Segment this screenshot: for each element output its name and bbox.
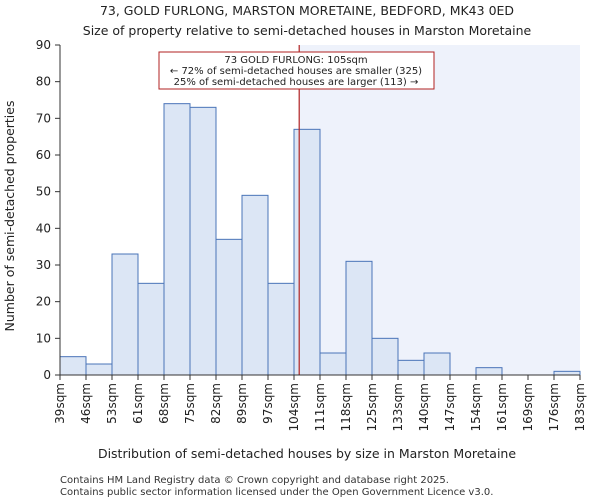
annotation-frame: [158, 51, 435, 90]
x-tick-label: 161sqm: [495, 383, 509, 431]
footer-line-2: Contains public sector information licen…: [60, 487, 493, 498]
y-tick-label: 70: [36, 111, 51, 125]
x-tick-label: 104sqm: [287, 383, 301, 431]
y-tick-label: 40: [36, 221, 51, 235]
y-tick-label: 90: [36, 38, 51, 52]
bar-133sqm: [397, 359, 425, 376]
chart-subtitle: Size of property relative to semi-detach…: [83, 23, 532, 38]
annotation-line-1: 73 GOLD FURLONG: 105sqm: [224, 55, 367, 66]
bar-82sqm: [215, 238, 243, 376]
bar-75sqm: [189, 106, 217, 376]
x-tick-label: 82sqm: [209, 383, 223, 424]
x-tick-label: 169sqm: [521, 383, 535, 431]
bar-61sqm: [137, 282, 165, 376]
x-tick-label: 118sqm: [339, 383, 353, 431]
bar-46sqm: [85, 363, 113, 376]
annotation-line-2: ← 72% of semi-detached houses are smalle…: [170, 66, 422, 77]
bar-89sqm: [241, 194, 269, 376]
x-axis-ticks: 39sqm 46sqm 53sqm 61sqm 68sqm 75sqm 82sqm 89sqm…: [53, 375, 587, 431]
bars: [59, 103, 581, 376]
y-tick-label: 50: [36, 185, 51, 199]
x-tick-label: 133sqm: [391, 383, 405, 431]
y-tick-label: 20: [36, 295, 51, 309]
x-tick-label: 89sqm: [235, 383, 249, 424]
footer-line-1: Contains HM Land Registry data © Crown c…: [60, 475, 449, 486]
y-tick-label: 10: [36, 331, 51, 345]
bar-97sqm: [267, 282, 295, 376]
bar-118sqm: [345, 260, 373, 376]
y-tick-label: 0: [43, 368, 51, 382]
bar-140sqm: [423, 352, 451, 376]
bar-154sqm: [475, 367, 503, 376]
y-tick-label: 80: [36, 75, 51, 89]
y-tick-label: 60: [36, 148, 51, 162]
y-axis-ticks: 0 10 20 30 40 50 60 70 80 90: [36, 38, 60, 382]
bar-176sqm: [553, 370, 581, 376]
x-tick-label: 183sqm: [573, 383, 587, 431]
x-tick-label: 39sqm: [53, 383, 67, 424]
x-tick-label: 111sqm: [313, 383, 327, 431]
x-tick-label: 97sqm: [261, 383, 275, 424]
bar-125sqm: [371, 337, 399, 376]
bar-53sqm: [111, 253, 139, 376]
x-tick-label: 61sqm: [131, 383, 145, 424]
bar-39sqm: [59, 356, 87, 376]
annotation-box: 73 GOLD FURLONG: 105sqm ← 72% of semi-de…: [158, 51, 435, 90]
bar-104sqm: [293, 128, 321, 376]
chart-title: 73, GOLD FURLONG, MARSTON MORETAINE, BED…: [100, 3, 514, 18]
y-axis-label: Number of semi-detached properties: [2, 101, 17, 332]
annotation-line-3: 25% of semi-detached houses are larger (…: [174, 77, 419, 88]
x-tick-label: 53sqm: [105, 383, 119, 424]
larger-region-highlight: [299, 45, 580, 375]
x-axis-label: Distribution of semi-detached houses by …: [98, 446, 516, 461]
x-tick-label: 147sqm: [443, 383, 457, 431]
x-tick-label: 68sqm: [157, 383, 171, 424]
x-tick-label: 75sqm: [183, 383, 197, 424]
y-tick-label: 30: [36, 258, 51, 272]
x-tick-label: 46sqm: [79, 383, 93, 424]
x-tick-label: 154sqm: [469, 383, 483, 431]
bar-111sqm: [319, 352, 347, 376]
x-tick-label: 176sqm: [547, 383, 561, 431]
bar-68sqm: [163, 103, 191, 376]
x-tick-label: 125sqm: [365, 383, 379, 431]
x-tick-label: 140sqm: [417, 383, 431, 431]
